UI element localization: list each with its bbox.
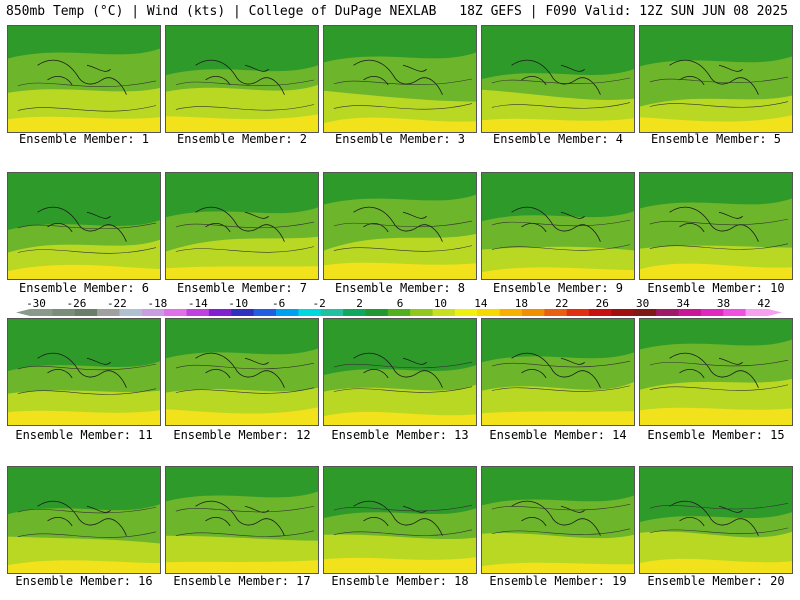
colorbar-segment bbox=[723, 309, 747, 316]
ensemble-panel bbox=[165, 25, 319, 133]
colorbar-segment bbox=[544, 309, 568, 316]
colorbar-segment bbox=[253, 309, 277, 316]
colorbar-segment bbox=[30, 309, 53, 316]
ensemble-panel bbox=[7, 318, 161, 426]
ensemble-panel bbox=[639, 25, 793, 133]
ensemble-panel bbox=[165, 318, 319, 426]
colorbar-tick-label: 22 bbox=[555, 297, 569, 310]
ensemble-panel bbox=[481, 172, 635, 280]
colorbar-tick-label: 42 bbox=[757, 297, 771, 310]
panel-label: Ensemble Member: 10 bbox=[647, 281, 785, 295]
panel-label: Ensemble Member: 2 bbox=[176, 132, 308, 146]
colorbar-tick-label: 2 bbox=[356, 297, 363, 310]
panel-label: Ensemble Member: 19 bbox=[489, 574, 627, 588]
colorbar-tick-label: -30 bbox=[26, 297, 46, 310]
ensemble-panel bbox=[481, 25, 635, 133]
colorbar-segment bbox=[141, 309, 165, 316]
colorbar-segment bbox=[276, 309, 299, 316]
colorbar-segment bbox=[611, 309, 635, 316]
colorbar-segment bbox=[745, 309, 769, 316]
colorbar-segment bbox=[97, 309, 120, 316]
colorbar-tick-label: 14 bbox=[474, 297, 488, 310]
ensemble-panel bbox=[323, 466, 477, 574]
ensemble-panel bbox=[323, 318, 477, 426]
ensemble-panel bbox=[639, 466, 793, 574]
colorbar-segment bbox=[432, 309, 456, 316]
ensemble-panel bbox=[7, 466, 161, 574]
colorbar-segment bbox=[119, 309, 143, 316]
colorbar-segment bbox=[74, 309, 98, 316]
colorbar-segment bbox=[454, 309, 478, 316]
colorbar-low-arrow bbox=[16, 309, 30, 316]
temperature-colorbar bbox=[16, 309, 782, 316]
panel-label: Ensemble Member: 3 bbox=[334, 132, 466, 146]
colorbar-tick-label: 34 bbox=[676, 297, 690, 310]
panel-label: Ensemble Member: 12 bbox=[173, 428, 311, 442]
colorbar-tick-label: -2 bbox=[312, 297, 326, 310]
colorbar-segment bbox=[477, 309, 501, 316]
panel-label: Ensemble Member: 7 bbox=[176, 281, 308, 295]
colorbar-segment bbox=[208, 309, 232, 316]
panel-label: Ensemble Member: 8 bbox=[334, 281, 466, 295]
ensemble-panel bbox=[639, 172, 793, 280]
colorbar-tick-label: 26 bbox=[595, 297, 609, 310]
panel-label: Ensemble Member: 11 bbox=[15, 428, 153, 442]
colorbar-segment bbox=[320, 309, 344, 316]
colorbar-tick-label: -26 bbox=[66, 297, 87, 310]
panel-label: Ensemble Member: 1 bbox=[18, 132, 150, 146]
ensemble-panel bbox=[7, 172, 161, 280]
panel-label: Ensemble Member: 4 bbox=[492, 132, 624, 146]
colorbar-tick-label: 6 bbox=[396, 297, 404, 310]
colorbar-tick-label: -14 bbox=[187, 297, 208, 310]
colorbar-segment bbox=[186, 309, 210, 316]
ensemble-panel bbox=[323, 25, 477, 133]
colorbar-segment bbox=[589, 309, 612, 316]
colorbar-segment bbox=[365, 309, 389, 316]
colorbar-segment bbox=[656, 309, 680, 316]
colorbar-segment bbox=[522, 309, 545, 316]
colorbar-segment bbox=[52, 309, 76, 316]
map-title: 850mb Temp (°C) | Wind (kts) | College o… bbox=[6, 4, 437, 19]
colorbar-tick-label: 38 bbox=[716, 297, 731, 310]
panel-label: Ensemble Member: 15 bbox=[647, 428, 785, 442]
colorbar-segment bbox=[566, 309, 590, 316]
colorbar-segment bbox=[298, 309, 322, 316]
ensemble-panel bbox=[165, 172, 319, 280]
ensemble-panel bbox=[7, 25, 161, 133]
panel-label: Ensemble Member: 9 bbox=[492, 281, 624, 295]
colorbar-tick-label: 18 bbox=[514, 297, 528, 310]
colorbar-segment bbox=[343, 309, 366, 316]
colorbar-segment bbox=[231, 309, 255, 316]
ensemble-panel bbox=[323, 172, 477, 280]
panel-label: Ensemble Member: 18 bbox=[331, 574, 469, 588]
panel-label: Ensemble Member: 20 bbox=[647, 574, 785, 588]
colorbar-tick-label: 30 bbox=[636, 297, 650, 310]
colorbar-segment bbox=[700, 309, 724, 316]
colorbar-tick-label: -10 bbox=[228, 297, 249, 310]
colorbar-tick-label: -22 bbox=[106, 297, 127, 310]
panel-label: Ensemble Member: 14 bbox=[489, 428, 627, 442]
panel-label: Ensemble Member: 16 bbox=[15, 574, 153, 588]
colorbar-tick-label: -18 bbox=[147, 297, 168, 310]
colorbar-segment bbox=[164, 309, 188, 316]
panel-label: Ensemble Member: 17 bbox=[173, 574, 311, 588]
colorbar-high-arrow bbox=[768, 309, 782, 316]
colorbar-segment bbox=[678, 309, 702, 316]
ensemble-panel bbox=[165, 466, 319, 574]
ensemble-panel bbox=[481, 318, 635, 426]
ensemble-panel bbox=[481, 466, 635, 574]
colorbar-segment bbox=[410, 309, 434, 316]
colorbar-segment bbox=[387, 309, 411, 316]
panel-label: Ensemble Member: 13 bbox=[331, 428, 469, 442]
colorbar-segment bbox=[499, 309, 523, 316]
panel-label: Ensemble Member: 5 bbox=[650, 132, 782, 146]
colorbar-tick-label: 10 bbox=[433, 297, 448, 310]
valid-time: 18Z GEFS | F090 Valid: 12Z SUN JUN 08 20… bbox=[459, 4, 788, 19]
ensemble-panel bbox=[639, 318, 793, 426]
colorbar-tick-label: -6 bbox=[272, 297, 286, 310]
panel-label: Ensemble Member: 6 bbox=[18, 281, 150, 295]
colorbar-segment bbox=[633, 309, 657, 316]
